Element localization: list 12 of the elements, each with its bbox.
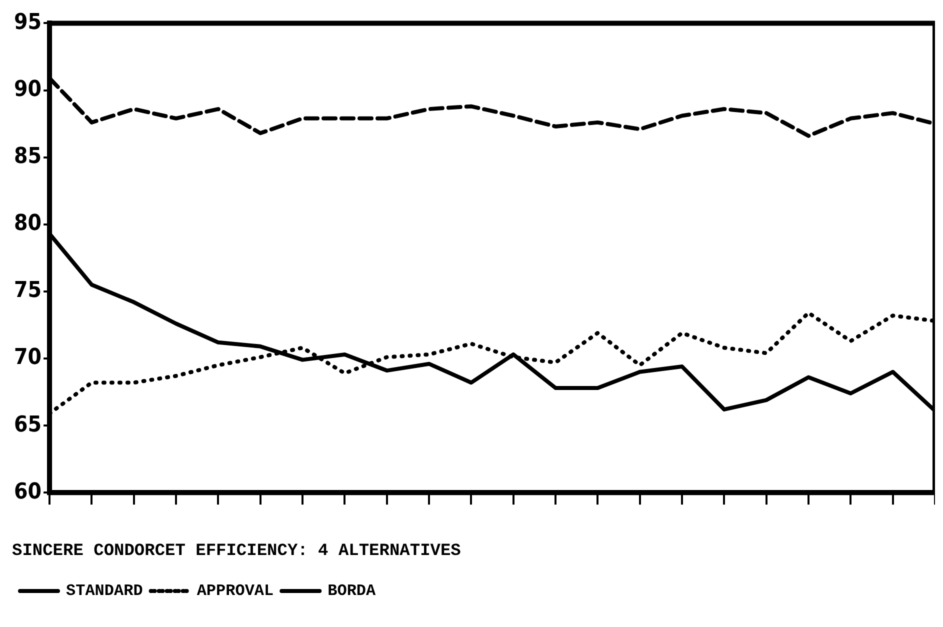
- legend-label: APPROVAL: [196, 582, 274, 600]
- y-tick-label: 70: [14, 345, 42, 370]
- legend-label: BORDA: [328, 582, 376, 600]
- y-tick-label: 90: [14, 76, 42, 102]
- y-tick-label: 80: [14, 211, 42, 236]
- y-tick-label: 95: [14, 10, 42, 35]
- legend-label: STANDARD: [66, 582, 143, 600]
- text: SINCERE CONDORCET EFFICIENCY: 4 ALTERNATIVES: [12, 542, 461, 562]
- y-tick-label: 65: [14, 412, 42, 438]
- y-tick-label: 75: [14, 278, 42, 304]
- y-tick-label: 85: [14, 144, 42, 170]
- y-tick-label: 60: [14, 479, 42, 504]
